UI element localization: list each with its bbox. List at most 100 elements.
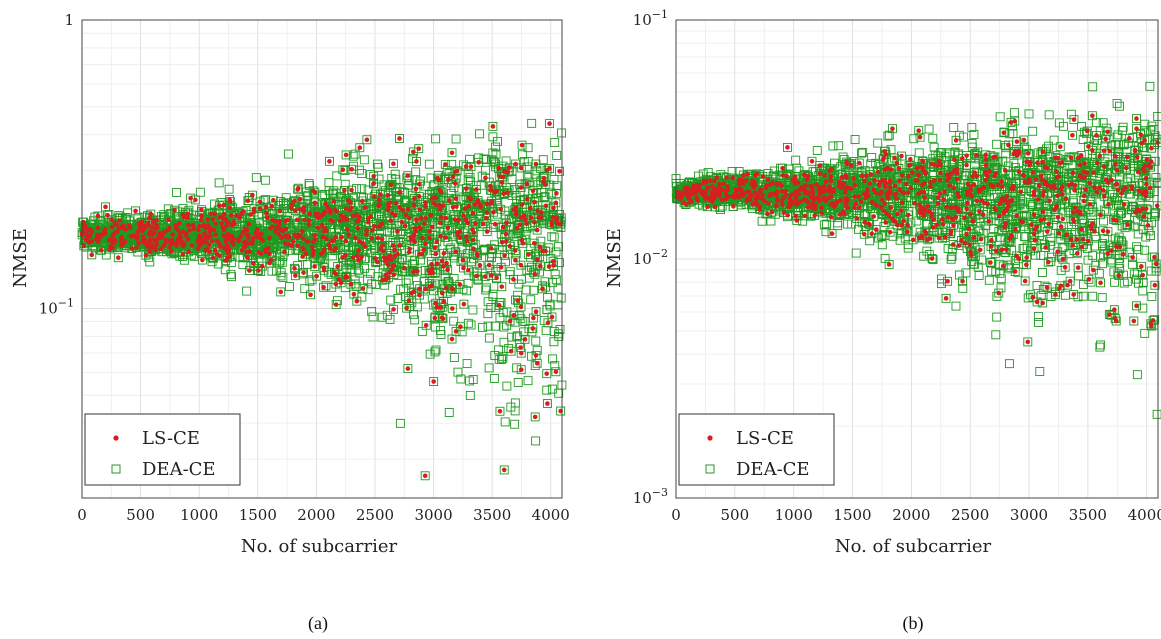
ls-ce-point: [446, 177, 451, 182]
dea-ce-point: [504, 343, 514, 353]
dea-ce-point: [244, 266, 254, 275]
ls-ce-point: [411, 202, 417, 208]
ls-ce-point: [188, 195, 193, 201]
dea-ce-point: [490, 157, 500, 167]
dea-ce-point: [449, 253, 459, 263]
ls-ce-point: [404, 305, 409, 311]
dea-ce-point: [220, 265, 230, 275]
ls-ce-point: [259, 263, 265, 269]
ls-ce-point: [518, 262, 524, 268]
ls-ce-point: [153, 247, 158, 253]
ls-ce-point: [312, 189, 318, 195]
dea-ce-point: [457, 327, 467, 337]
ls-ce-point: [499, 180, 505, 185]
ls-ce-point: [312, 264, 317, 269]
ls-ce-point: [397, 136, 402, 141]
dea-ce-point: [528, 313, 538, 323]
ls-ce-point: [175, 237, 181, 242]
ls-ce-point: [511, 277, 516, 282]
dea-ce-point: [451, 134, 461, 144]
dea-ce-point: [180, 255, 190, 265]
dea-ce-point: [523, 376, 533, 386]
ls-ce-point: [414, 159, 419, 164]
dea-ce-point: [486, 243, 496, 253]
dea-ce-point: [304, 179, 314, 189]
dea-ce-point: [554, 258, 564, 268]
dea-ce-point: [351, 259, 361, 269]
ls-ce-point: [390, 243, 396, 248]
ls-ce-point: [470, 227, 475, 233]
ls-ce-point: [431, 379, 436, 384]
ls-ce-point: [420, 235, 425, 241]
ls-ce-point: [286, 233, 291, 239]
ls-ce-point: [109, 217, 114, 223]
ls-ce-point: [147, 215, 152, 221]
ls-ce-point: [443, 285, 449, 291]
ls-ce-point: [356, 248, 361, 253]
ls-ce-point: [219, 221, 224, 226]
ls-ce-point: [310, 252, 316, 258]
dea-ce-point: [553, 284, 563, 294]
ls-ce-point: [378, 246, 384, 252]
ls-ce-point: [413, 186, 419, 192]
dea-ce-point: [363, 185, 373, 195]
ls-ce-point: [221, 202, 227, 208]
ls-ce-point: [463, 164, 469, 169]
dea-ce-point: [141, 250, 151, 260]
ls-ce-point: [394, 201, 399, 206]
ls-ce-point: [296, 185, 301, 191]
ls-ce-point: [229, 239, 235, 245]
ls-ce-point: [471, 246, 476, 252]
ls-ce-point: [427, 235, 432, 241]
dea-ce-point: [551, 198, 561, 208]
ls-ce-point: [541, 175, 547, 181]
ls-ce-point: [102, 228, 107, 234]
dea-ce-point: [346, 260, 356, 270]
dea-ce-point: [505, 316, 515, 326]
ls-ce-point: [294, 235, 300, 241]
ls-ce-point: [240, 209, 246, 215]
ls-ce-point: [315, 225, 321, 231]
ls-ce-point: [477, 262, 483, 268]
ls-ce-point: [180, 252, 186, 257]
ls-ce-point: [354, 212, 359, 218]
ls-ce-point: [294, 217, 300, 223]
ls-ce-point: [185, 222, 191, 228]
dea-ce-point: [1115, 101, 1124, 111]
dea-ce-point: [347, 185, 356, 195]
dea-ce-point: [382, 310, 392, 320]
ls-ce-point: [528, 215, 534, 220]
ls-ce-point: [332, 247, 337, 253]
ls-ce-point: [551, 205, 556, 211]
ls-ce-point: [326, 242, 332, 248]
dea-ce-point: [373, 163, 383, 173]
dea-ce-point: [408, 147, 418, 157]
ls-ce-point: [440, 316, 446, 321]
ls-ce-point: [375, 235, 381, 241]
ls-ce-point: [501, 191, 507, 196]
dea-ce-point: [302, 192, 312, 202]
dea-ce-point: [491, 142, 501, 152]
dea-ce-point: [463, 175, 473, 185]
ls-ce-point: [406, 215, 412, 221]
ls-ce-point: [135, 233, 140, 239]
dea-ce-point: [355, 268, 365, 278]
dea-ce-point: [468, 305, 478, 315]
ls-ce-point: [199, 240, 204, 245]
ls-ce-point: [364, 137, 370, 143]
dea-ce-point: [341, 150, 351, 160]
ls-ce-point: [514, 225, 520, 231]
ls-ce-point: [443, 235, 448, 240]
dea-ce-point: [463, 318, 473, 328]
ls-ce-point: [518, 304, 524, 310]
ls-ce-point: [277, 218, 282, 224]
ls-ce-point: [546, 264, 552, 269]
dea-ce-point: [178, 203, 188, 213]
dea-ce-point: [498, 307, 508, 317]
dea-ce-point: [465, 154, 475, 164]
ls-ce-point: [523, 217, 528, 222]
ls-ce-point: [200, 257, 205, 263]
ls-ce-point: [199, 213, 204, 218]
dea-ce-point: [318, 191, 328, 201]
x-axis-label-a: No. of subcarrier: [241, 536, 398, 557]
